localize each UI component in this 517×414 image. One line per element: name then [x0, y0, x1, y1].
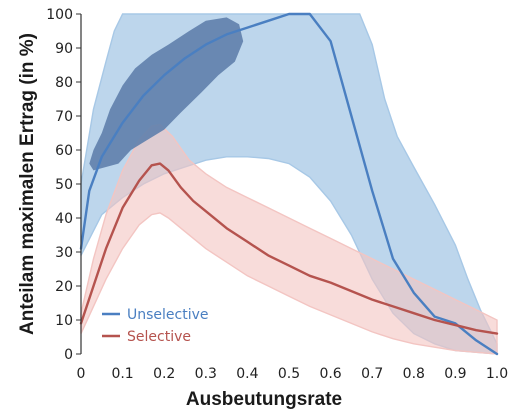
core-region-unselective: [89, 17, 244, 171]
line-unselective: [79, 12, 499, 356]
line-selective: [79, 162, 499, 335]
legend: Unselective Selective: [102, 307, 209, 345]
y-ticks: 0 10 20 30 40 50 60 70 80 90 100: [46, 7, 81, 363]
y-tick-label: 100: [46, 7, 73, 23]
x-tick-label: 0.4: [236, 366, 258, 382]
x-tick-label: 0.6: [319, 366, 341, 382]
y-tick-label: 60: [55, 143, 73, 159]
y-tick-label: 30: [55, 245, 73, 261]
x-axis-title: Ausbeutungsrate: [186, 389, 342, 410]
y-axis-title: Anteilam maximalen Ertrag (in %): [17, 33, 38, 335]
x-tick-label: 0.5: [278, 366, 300, 382]
x-ticks: 0 0.1 0.2 0.3 0.4 0.5 0.6 0.7 0.8 0.9 1.0: [77, 366, 509, 382]
y-tick-label: 0: [64, 347, 73, 363]
x-tick-label: 0.1: [111, 366, 133, 382]
x-tick-label: 0.7: [361, 366, 383, 382]
x-tick-label: 0: [77, 366, 86, 382]
legend-label-selective: Selective: [127, 329, 191, 345]
y-tick-label: 90: [55, 41, 73, 57]
y-tick-label: 20: [55, 279, 73, 295]
x-tick-label: 0.8: [403, 366, 425, 382]
series-lines: [79, 12, 499, 356]
y-tick-label: 80: [55, 75, 73, 91]
x-tick-label: 0.9: [444, 366, 466, 382]
x-tick-label: 0.2: [153, 366, 175, 382]
x-tick-label: 1.0: [486, 366, 508, 382]
y-tick-label: 10: [55, 313, 73, 329]
confidence-bands: [80, 13, 498, 355]
y-tick-label: 70: [55, 109, 73, 125]
x-tick-label: 0.3: [195, 366, 217, 382]
y-tick-label: 50: [55, 177, 73, 193]
y-tick-label: 40: [55, 211, 73, 227]
legend-label-unselective: Unselective: [127, 307, 209, 323]
